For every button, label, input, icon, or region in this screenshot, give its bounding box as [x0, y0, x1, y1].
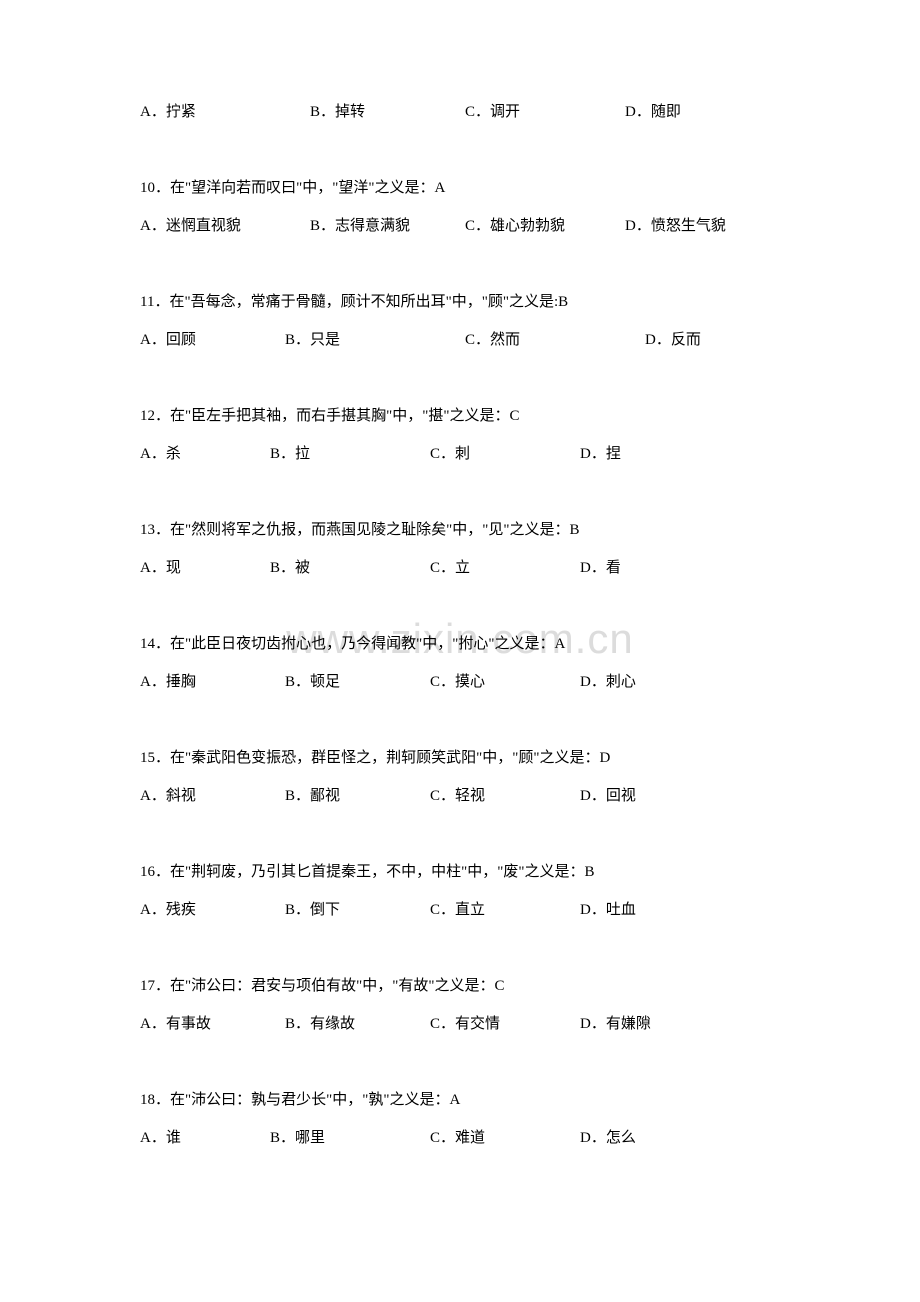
option-a: A．残疾	[140, 898, 285, 922]
option-c: C．雄心勃勃貌	[465, 214, 625, 238]
question-stem: 15．在"秦武阳色变振恐，群臣怪之，荆轲顾笑武阳"中，"顾"之义是：D	[140, 746, 780, 770]
options-row: A．残疾 B．倒下 C．直立 D．吐血	[140, 898, 780, 922]
question-block-13: 13．在"然则将军之仇报，而燕国见陵之耻除矣"中，"见"之义是：B A．现 B．…	[140, 518, 780, 580]
option-d: D．有嫌隙	[580, 1012, 780, 1036]
question-stem: 16．在"荆轲废，乃引其匕首提秦王，不中，中柱"中，"废"之义是：B	[140, 860, 780, 884]
option-d: D．怎么	[580, 1126, 780, 1150]
option-b: B．哪里	[270, 1126, 430, 1150]
option-b: B．被	[270, 556, 430, 580]
options-row: A．回顾 B．只是 C．然而 D．反而	[140, 328, 780, 352]
question-stem: 12．在"臣左手把其袖，而右手揕其胸"中，"揕"之义是：C	[140, 404, 780, 428]
option-a: A．有事故	[140, 1012, 285, 1036]
question-stem: 18．在"沛公曰：孰与君少长"中，"孰"之义是：A	[140, 1088, 780, 1112]
option-d: D．看	[580, 556, 780, 580]
option-a: A．捶胸	[140, 670, 285, 694]
option-c: C．调开	[465, 100, 625, 124]
options-row: A．谁 B．哪里 C．难道 D．怎么	[140, 1126, 780, 1150]
option-d: D．反而	[645, 328, 780, 352]
option-a: A．现	[140, 556, 270, 580]
option-b: B．拉	[270, 442, 430, 466]
option-a: A．回顾	[140, 328, 285, 352]
option-b: B．志得意满貌	[310, 214, 465, 238]
question-stem: 11．在"吾每念，常痛于骨髓，顾计不知所出耳"中，"顾"之义是:B	[140, 290, 780, 314]
question-block-10: 10．在"望洋向若而叹曰"中，"望洋"之义是：A A．迷惘直视貌 B．志得意满貌…	[140, 176, 780, 238]
option-d: D．愤怒生气貌	[625, 214, 780, 238]
option-c: C．刺	[430, 442, 580, 466]
options-row: A．斜视 B．鄙视 C．轻视 D．回视	[140, 784, 780, 808]
option-b: B．只是	[285, 328, 465, 352]
question-stem: 17．在"沛公曰：君安与项伯有故"中，"有故"之义是：C	[140, 974, 780, 998]
question-block-11: 11．在"吾每念，常痛于骨髓，顾计不知所出耳"中，"顾"之义是:B A．回顾 B…	[140, 290, 780, 352]
option-a: A．谁	[140, 1126, 270, 1150]
option-c: C．立	[430, 556, 580, 580]
option-d: D．捏	[580, 442, 780, 466]
option-c: C．轻视	[430, 784, 580, 808]
question-block-16: 16．在"荆轲废，乃引其匕首提秦王，不中，中柱"中，"废"之义是：B A．残疾 …	[140, 860, 780, 922]
option-b: B．鄙视	[285, 784, 430, 808]
options-row: A．杀 B．拉 C．刺 D．捏	[140, 442, 780, 466]
question-block-15: 15．在"秦武阳色变振恐，群臣怪之，荆轲顾笑武阳"中，"顾"之义是：D A．斜视…	[140, 746, 780, 808]
option-c: C．难道	[430, 1126, 580, 1150]
option-a: A．斜视	[140, 784, 285, 808]
option-b: B．顿足	[285, 670, 430, 694]
options-row: A．现 B．被 C．立 D．看	[140, 556, 780, 580]
question-block-9-options: A．拧紧 B．掉转 C．调开 D．随即	[140, 100, 780, 124]
option-c: C．有交情	[430, 1012, 580, 1036]
question-stem: 13．在"然则将军之仇报，而燕国见陵之耻除矣"中，"见"之义是：B	[140, 518, 780, 542]
option-b: B．有缘故	[285, 1012, 430, 1036]
question-block-14: 14．在"此臣日夜切齿拊心也，乃今得闻教"中，"拊心"之义是：A A．捶胸 B．…	[140, 632, 780, 694]
document-content: A．拧紧 B．掉转 C．调开 D．随即 10．在"望洋向若而叹曰"中，"望洋"之…	[0, 0, 920, 1282]
question-block-17: 17．在"沛公曰：君安与项伯有故"中，"有故"之义是：C A．有事故 B．有缘故…	[140, 974, 780, 1036]
option-d: D．吐血	[580, 898, 780, 922]
options-row: A．迷惘直视貌 B．志得意满貌 C．雄心勃勃貌 D．愤怒生气貌	[140, 214, 780, 238]
option-a: A．迷惘直视貌	[140, 214, 310, 238]
question-block-12: 12．在"臣左手把其袖，而右手揕其胸"中，"揕"之义是：C A．杀 B．拉 C．…	[140, 404, 780, 466]
option-b: B．倒下	[285, 898, 430, 922]
option-d: D．随即	[625, 100, 780, 124]
options-row: A．捶胸 B．顿足 C．摸心 D．刺心	[140, 670, 780, 694]
option-d: D．刺心	[580, 670, 780, 694]
question-stem: 14．在"此臣日夜切齿拊心也，乃今得闻教"中，"拊心"之义是：A	[140, 632, 780, 656]
option-a: A．拧紧	[140, 100, 310, 124]
option-c: C．直立	[430, 898, 580, 922]
options-row: A．有事故 B．有缘故 C．有交情 D．有嫌隙	[140, 1012, 780, 1036]
option-c: C．摸心	[430, 670, 580, 694]
option-b: B．掉转	[310, 100, 465, 124]
option-d: D．回视	[580, 784, 780, 808]
question-block-18: 18．在"沛公曰：孰与君少长"中，"孰"之义是：A A．谁 B．哪里 C．难道 …	[140, 1088, 780, 1150]
question-stem: 10．在"望洋向若而叹曰"中，"望洋"之义是：A	[140, 176, 780, 200]
option-c: C．然而	[465, 328, 645, 352]
options-row: A．拧紧 B．掉转 C．调开 D．随即	[140, 100, 780, 124]
option-a: A．杀	[140, 442, 270, 466]
